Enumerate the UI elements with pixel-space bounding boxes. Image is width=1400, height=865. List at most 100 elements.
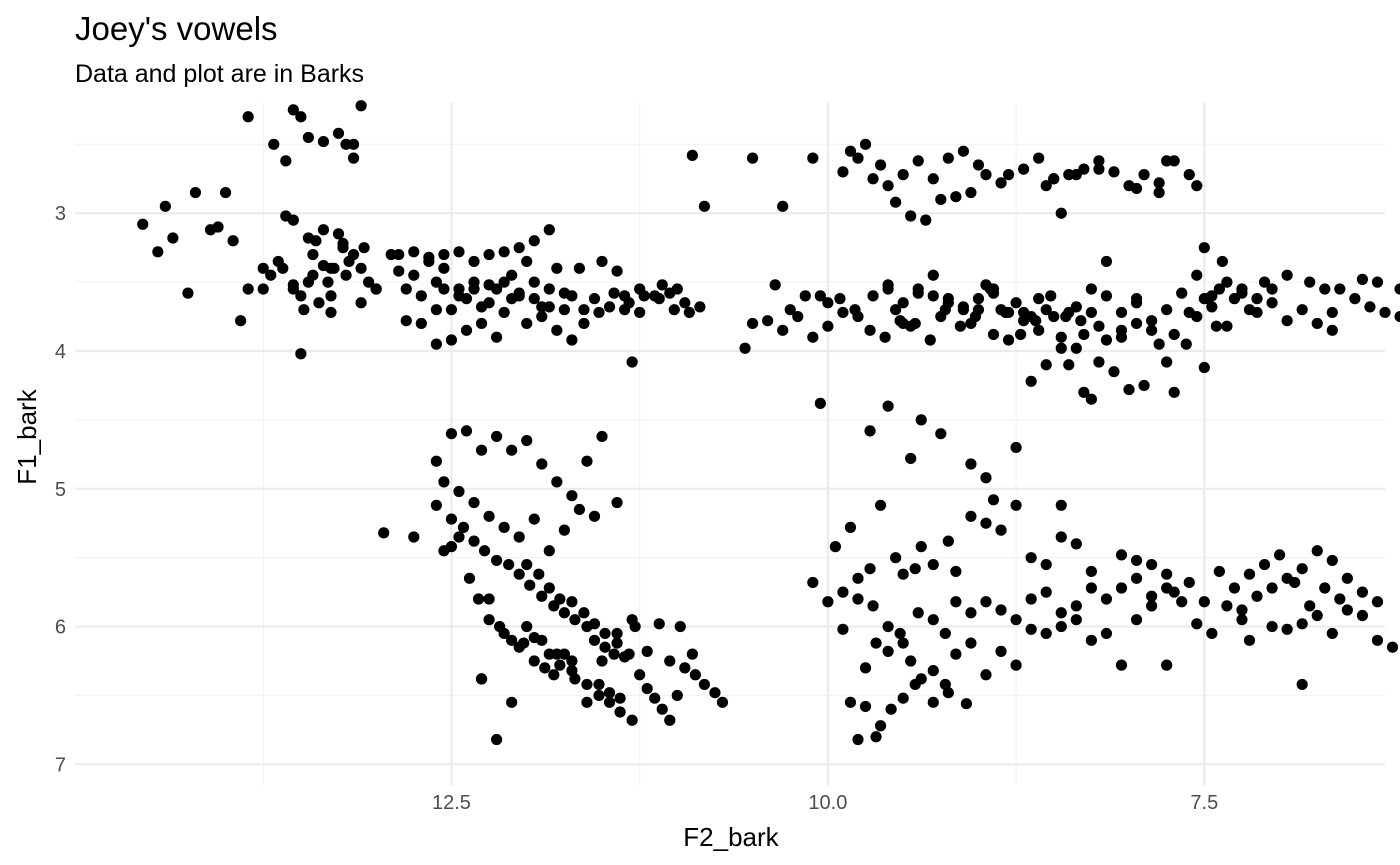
data-point: [1018, 163, 1030, 175]
data-point: [999, 306, 1012, 319]
data-point: [506, 696, 518, 708]
data-point: [1040, 180, 1052, 192]
data-point: [355, 297, 367, 309]
data-point: [1183, 169, 1195, 181]
data-point: [378, 527, 390, 539]
data-point: [257, 262, 269, 274]
data-point: [1251, 590, 1263, 602]
data-point: [1394, 283, 1400, 295]
data-point: [578, 304, 590, 316]
data-point: [513, 531, 525, 543]
data-point: [1296, 304, 1308, 316]
data-point: [453, 531, 465, 543]
data-point: [942, 152, 954, 164]
data-point: [957, 301, 969, 313]
data-point: [498, 521, 510, 533]
data-point: [551, 476, 563, 488]
data-point: [578, 317, 590, 330]
data-point: [905, 452, 917, 465]
data-point: [543, 582, 555, 594]
x-tick-label: 12.5: [432, 792, 471, 814]
data-point: [1130, 572, 1143, 584]
data-point: [347, 152, 360, 164]
data-point: [864, 563, 876, 575]
data-point: [280, 210, 292, 222]
data-point: [683, 306, 695, 319]
data-point: [593, 678, 605, 691]
data-point: [969, 310, 982, 323]
data-point: [1093, 320, 1105, 332]
data-point: [777, 324, 789, 336]
data-point: [987, 283, 1000, 295]
data-point: [874, 159, 887, 171]
data-point: [152, 246, 164, 258]
data-point: [1055, 620, 1067, 633]
data-point: [521, 317, 533, 330]
data-point: [1025, 375, 1037, 387]
data-point: [1025, 623, 1037, 635]
data-point: [566, 490, 578, 502]
data-point: [950, 596, 962, 608]
data-point: [1078, 328, 1090, 341]
data-point: [844, 145, 857, 157]
data-point: [1010, 441, 1022, 454]
data-point: [295, 290, 307, 302]
data-point: [957, 145, 969, 157]
data-point: [483, 593, 495, 605]
data-point: [972, 293, 985, 305]
data-point: [370, 283, 382, 295]
data-point: [822, 320, 834, 332]
data-point: [915, 414, 927, 426]
data-point: [1161, 356, 1173, 368]
data-point: [475, 673, 488, 685]
data-point: [656, 279, 668, 291]
y-tick-label: 5: [55, 479, 66, 501]
data-point: [897, 637, 909, 649]
data-point: [1015, 328, 1027, 341]
data-point: [641, 645, 653, 657]
data-point: [1055, 531, 1067, 543]
data-point: [1228, 582, 1241, 594]
data-point: [1161, 304, 1173, 316]
data-point: [528, 276, 540, 288]
data-point: [1213, 565, 1225, 578]
data-point: [1168, 328, 1180, 341]
data-point: [1002, 334, 1015, 346]
data-point: [1025, 593, 1037, 605]
data-point: [322, 276, 334, 288]
data-point: [483, 614, 495, 626]
data-point: [1273, 549, 1286, 561]
data-point: [980, 169, 992, 181]
data-point: [739, 342, 751, 354]
data-point: [548, 669, 560, 681]
data-point: [611, 627, 623, 640]
data-point: [894, 627, 906, 640]
data-point: [1266, 297, 1278, 309]
data-point: [849, 304, 861, 316]
data-point: [438, 248, 450, 261]
data-point: [491, 554, 503, 567]
data-point: [1236, 614, 1248, 626]
data-point: [1296, 563, 1308, 575]
data-point: [483, 248, 495, 261]
data-point: [468, 255, 480, 268]
data-point: [1281, 572, 1293, 584]
data-point: [408, 246, 420, 258]
data-point: [890, 304, 902, 316]
data-point: [897, 692, 909, 704]
data-point: [1070, 301, 1082, 313]
data-point: [1364, 301, 1376, 313]
data-point: [430, 338, 442, 350]
data-point: [799, 290, 811, 302]
data-point: [513, 242, 525, 254]
data-point: [219, 186, 232, 199]
data-point: [528, 655, 540, 667]
data-point: [1326, 554, 1338, 567]
data-point: [1371, 596, 1384, 608]
data-point: [924, 334, 936, 346]
data-point: [668, 304, 680, 316]
data-point: [1100, 290, 1113, 302]
data-point: [1040, 586, 1052, 598]
data-point: [638, 290, 650, 302]
data-point: [475, 444, 488, 456]
